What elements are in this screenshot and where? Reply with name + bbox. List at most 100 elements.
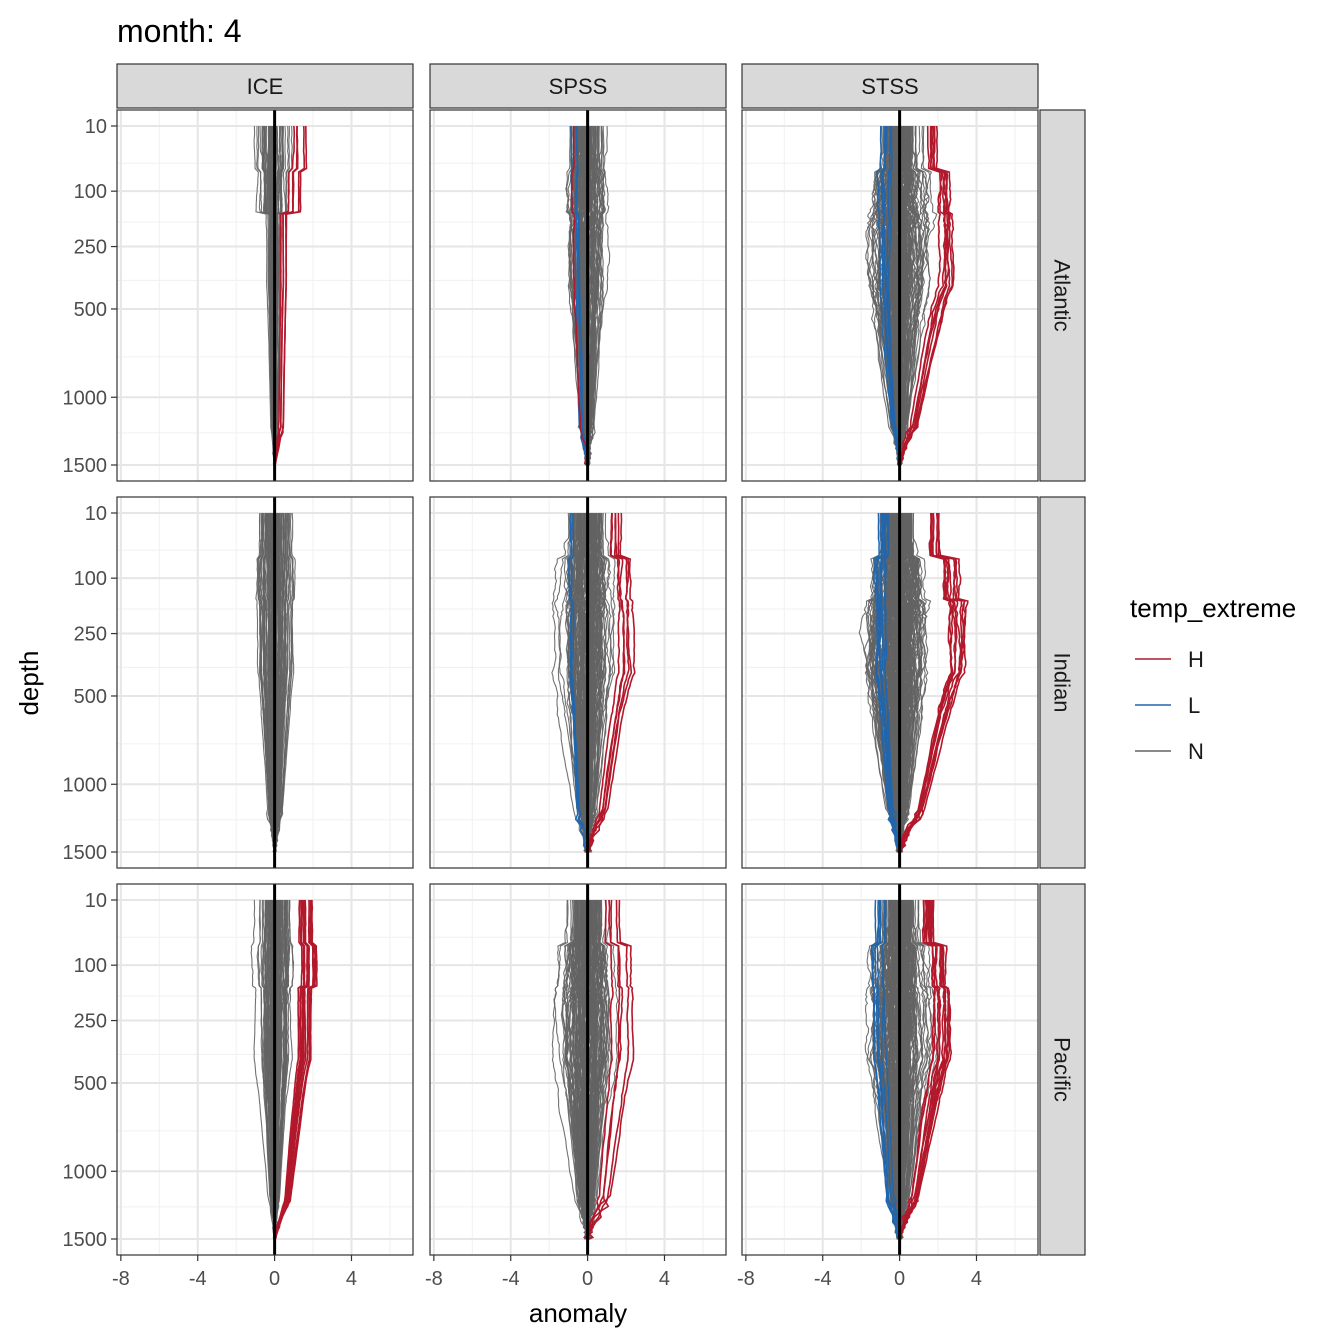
- profile-n: [586, 125, 603, 466]
- profile-h: [897, 125, 952, 466]
- profile-l: [880, 125, 901, 466]
- profile-h: [897, 899, 936, 1240]
- panel-border: [429, 496, 727, 869]
- profile-lines: [864, 899, 953, 1240]
- x-tick-label: 4: [659, 1268, 670, 1290]
- facet-strips: ICE SPSS STSS Atlantic Indian Pacific: [116, 63, 1086, 1256]
- x-tick-label: -4: [502, 1268, 520, 1290]
- profile-l: [876, 125, 902, 466]
- profile-h: [898, 125, 942, 466]
- panel-indian-ice: [116, 496, 414, 869]
- profile-h: [897, 512, 967, 853]
- profile-h: [273, 899, 303, 1240]
- profile-n: [566, 899, 590, 1240]
- profile-n: [273, 126, 282, 466]
- profile-n: [868, 513, 902, 853]
- profile-l: [574, 125, 589, 466]
- panel-pacific-ice: [116, 883, 414, 1256]
- profile-n: [898, 899, 917, 1240]
- panel-pacific-stss: [741, 883, 1039, 1256]
- panel-indian-spss: [429, 496, 727, 869]
- profile-n: [894, 125, 905, 466]
- y-tick-label: 500: [74, 1073, 107, 1095]
- profile-n: [253, 125, 276, 466]
- profile-lines: [551, 512, 636, 853]
- profile-n: [586, 899, 605, 1240]
- profile-n: [587, 899, 608, 1240]
- profile-n: [585, 899, 597, 1240]
- profile-h: [897, 125, 955, 466]
- panel-border: [741, 496, 1039, 869]
- profile-h: [582, 899, 624, 1240]
- legend-entry-n: N: [1135, 739, 1204, 764]
- profile-h: [586, 513, 630, 853]
- axes-group: 1010025050010001500101002505001000150010…: [63, 116, 983, 1290]
- strip-row-indian: Indian: [1039, 496, 1086, 869]
- profile-n: [273, 512, 286, 853]
- profile-n: [885, 899, 903, 1240]
- profile-n: [893, 899, 905, 1240]
- profile-l: [570, 512, 589, 853]
- profile-h: [896, 900, 941, 1240]
- profile-n: [585, 513, 595, 853]
- profile-n: [273, 512, 296, 853]
- panel-border: [741, 883, 1039, 1256]
- panel-border: [116, 883, 414, 1256]
- profile-n: [585, 899, 605, 1240]
- profile-n: [579, 899, 590, 1240]
- strip-label: SPSS: [549, 74, 608, 99]
- panels-group: [116, 109, 1039, 1256]
- profile-n: [573, 512, 590, 853]
- profile-h: [898, 899, 953, 1240]
- panel-pacific-spss: [429, 883, 727, 1256]
- y-tick-label: 1000: [63, 774, 108, 796]
- profile-n: [567, 899, 590, 1240]
- profile-n: [261, 125, 276, 466]
- profile-h: [584, 512, 636, 853]
- profile-h: [273, 125, 296, 466]
- strip-background: [1039, 109, 1086, 482]
- profile-n: [581, 899, 590, 1240]
- strip-col-stss: STSS: [741, 63, 1039, 109]
- profile-n: [584, 512, 604, 853]
- panel-border: [429, 109, 727, 482]
- profile-n: [585, 512, 616, 853]
- profile-n: [586, 125, 607, 466]
- x-tick-label: 0: [894, 1268, 905, 1290]
- strip-label: Indian: [1050, 653, 1075, 713]
- panel-border: [116, 109, 414, 482]
- profile-l: [881, 126, 901, 466]
- y-tick-label: 100: [74, 955, 107, 977]
- x-tick-label: -4: [189, 1268, 207, 1290]
- strip-background: [741, 63, 1039, 109]
- y-tick-label: 500: [74, 299, 107, 321]
- profile-n: [562, 899, 588, 1240]
- profile-h: [900, 899, 948, 1240]
- x-tick-label: 4: [346, 1268, 357, 1290]
- y-tick-label: 10: [85, 890, 107, 912]
- panel-indian-stss: [741, 496, 1039, 869]
- profile-n: [585, 125, 605, 466]
- profile-n: [573, 512, 590, 853]
- strip-col-spss: SPSS: [429, 63, 727, 109]
- legend-entry-h: H: [1135, 647, 1204, 672]
- profile-n: [274, 512, 294, 853]
- profile-h: [897, 125, 954, 466]
- y-tick-label: 1500: [63, 842, 108, 864]
- panel-border: [429, 883, 727, 1256]
- strip-row-pacific: Pacific: [1039, 883, 1086, 1256]
- profile-n: [895, 512, 915, 853]
- profile-n: [897, 899, 912, 1240]
- profile-h: [586, 512, 625, 853]
- chart-title: month: 4: [117, 13, 242, 49]
- profile-n: [899, 899, 928, 1240]
- profile-n: [870, 512, 903, 853]
- x-tick-label: -8: [112, 1268, 130, 1290]
- y-tick-label: 100: [74, 181, 107, 203]
- legend-entry-l: L: [1135, 693, 1200, 718]
- profile-n: [898, 899, 933, 1240]
- profile-n: [587, 900, 610, 1240]
- profile-l: [883, 512, 902, 853]
- y-tick-label: 10: [85, 116, 107, 138]
